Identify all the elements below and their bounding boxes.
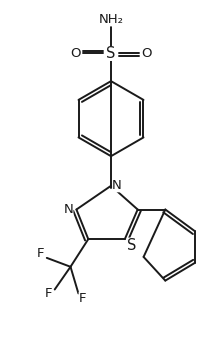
Text: O: O bbox=[70, 47, 81, 60]
Text: NH₂: NH₂ bbox=[99, 13, 123, 26]
Text: S: S bbox=[106, 46, 116, 61]
Text: S: S bbox=[127, 238, 137, 253]
Text: O: O bbox=[141, 47, 152, 60]
Text: N: N bbox=[64, 203, 73, 216]
Text: F: F bbox=[79, 292, 86, 305]
Text: F: F bbox=[45, 287, 53, 300]
Text: F: F bbox=[37, 248, 45, 261]
Text: N: N bbox=[112, 179, 122, 192]
